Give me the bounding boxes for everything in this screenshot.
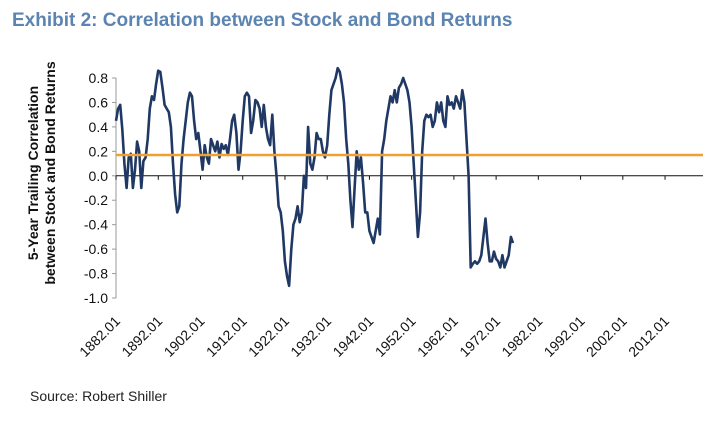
x-tick-label: 1922.01 [245,313,292,360]
x-tick-label: 1992.01 [541,313,588,360]
y-tick-label: -0.2 [84,192,108,208]
source-note: Source: Robert Shiller [30,388,167,404]
x-tick-label: 1892.01 [118,313,165,360]
y-tick-label: -1.0 [84,290,108,306]
y-tick-label: 0.0 [89,168,109,184]
x-tick-label: 1952.01 [372,313,419,360]
y-tick-label: -0.6 [84,241,108,257]
x-tick-label: 1932.01 [287,313,334,360]
y-tick-label: -0.8 [84,266,108,282]
y-tick-label: -0.4 [84,217,108,233]
x-tick-label: 1982.01 [498,313,545,360]
chart-title: Exhibit 2: Correlation between Stock and… [12,10,513,31]
y-tick-label: 0.8 [89,70,109,86]
x-tick-label: 2002.01 [583,313,630,360]
x-tick-label: 2012.01 [625,313,672,360]
x-tick-label: 1942.01 [329,313,376,360]
y-tick-label: 0.4 [89,119,109,135]
x-tick-label: 1912.01 [203,313,250,360]
x-tick-label: 1902.01 [161,313,208,360]
y-tick-label: 0.6 [89,94,109,110]
y-tick-label: 0.2 [89,143,109,159]
x-tick-label: 1962.01 [414,313,461,360]
x-tick-label: 1972.01 [456,313,503,360]
x-tick-label: 1882.01 [76,313,123,360]
